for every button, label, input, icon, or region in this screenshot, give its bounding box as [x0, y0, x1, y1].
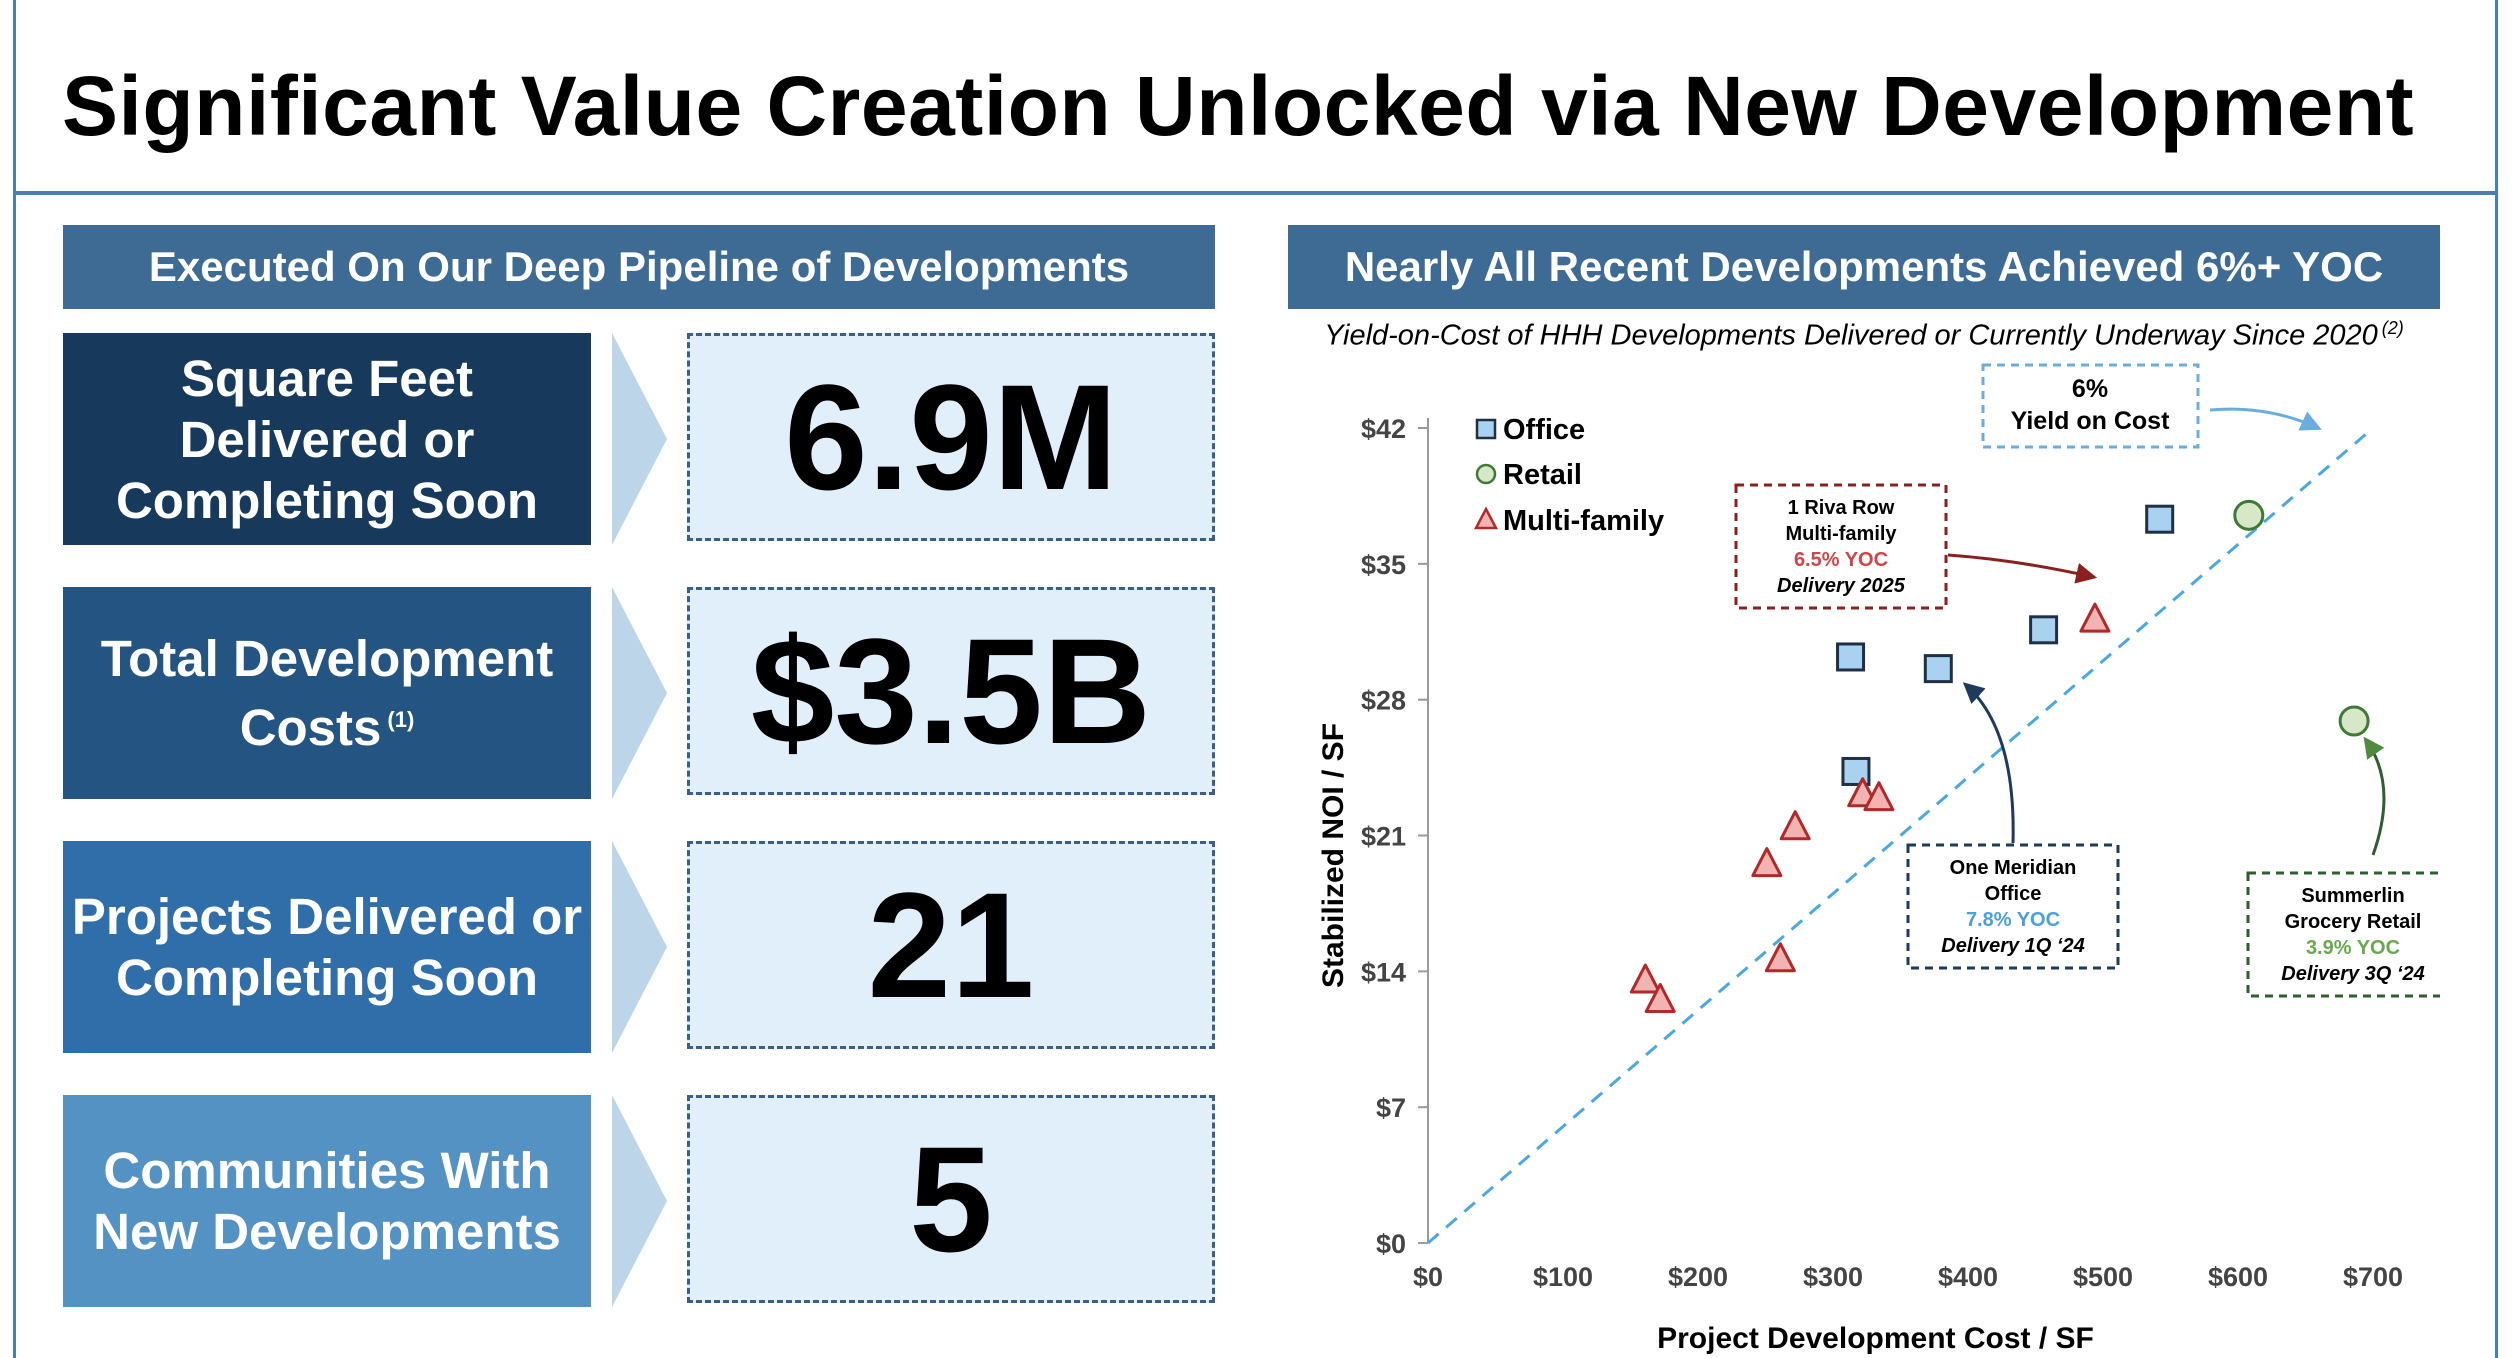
stat-value-communities: 5 [687, 1095, 1215, 1303]
annotation-yoc: 3.9% YOC [2306, 937, 2400, 959]
y-tick-label: $42 [1361, 414, 1406, 444]
multifamily-point [1751, 847, 1783, 878]
y-tick-label: $7 [1376, 1093, 1406, 1123]
office-point [1923, 654, 1953, 684]
multifamily-point [1764, 942, 1796, 973]
x-tick-label: $400 [1938, 1262, 1998, 1292]
yoc-reference-line [1427, 426, 2374, 1245]
legend-label: Retail [1503, 459, 1582, 491]
stat-label-projects: Projects Delivered or Completing Soon [63, 841, 591, 1053]
annotation-delivery: Delivery 2025 [1777, 575, 1906, 597]
retail-point [2338, 705, 2370, 737]
stat-label-square-feet: Square Feet Delivered or Completing Soon [63, 333, 591, 545]
office-point [2145, 504, 2175, 534]
annotation-box [1734, 483, 1948, 610]
annotation-subtitle: Office [1985, 883, 2042, 905]
annotation-title: Summerlin [2301, 885, 2404, 907]
legend-label: Office [1503, 414, 1585, 446]
x-tick-label: $500 [2073, 1262, 2133, 1292]
x-tick-label: $100 [1533, 1262, 1593, 1292]
multifamily-point [2079, 602, 2111, 633]
yoc-scatter-chart: $0 $7 $14 $21 $28 $35 $42 $0 $100 $200 $300 $400 $50… [1317, 363, 2440, 1355]
retail-point [2233, 499, 2265, 531]
multifamily-point [1779, 810, 1811, 841]
chevron-arrow-icon [612, 333, 667, 545]
legend-multifamily-icon [1473, 506, 1499, 530]
annotation-title: 1 Riva Row [1788, 497, 1895, 519]
stat-value-development-costs: $3.5B [687, 587, 1215, 795]
stat-value-projects: 21 [687, 841, 1215, 1049]
annotation-arrow [2363, 736, 2386, 856]
office-point [2029, 615, 2059, 645]
annotation-yoc: 7.8% YOC [1966, 909, 2060, 931]
y-axis-label: Stabilized NOI / SF [1317, 723, 1350, 988]
x-tick-label: $200 [1668, 1262, 1728, 1292]
footnote-marker: (1) [387, 707, 415, 732]
annotation-yoc: 6.5% YOC [1794, 549, 1888, 571]
right-frame-line [2495, 0, 2498, 1358]
annotation-subtitle: Multi-family [1785, 523, 1897, 545]
legend-retail-icon [1475, 463, 1497, 485]
annotation-delivery: Delivery 3Q ‘24 [2281, 963, 2424, 985]
annotation-title: One Meridian [1950, 857, 2077, 879]
yoc-label-arrow [2209, 407, 2322, 431]
pipeline-header: Executed On Our Deep Pipeline of Develop… [63, 225, 1215, 309]
annotation-arrow [1947, 553, 2098, 584]
yoc-label-box [1981, 363, 2200, 449]
annotation-subtitle: Grocery Retail [2285, 911, 2422, 933]
multifamily-point [1644, 982, 1676, 1013]
legend-label: Multi-family [1503, 505, 1664, 537]
x-tick-label: $0 [1413, 1262, 1443, 1292]
yoc-header: Nearly All Recent Developments Achieved … [1288, 225, 2440, 309]
chart-subtitle: Yield-on-Cost of HHH Developments Delive… [1324, 318, 2404, 352]
x-axis-label: Project Development Cost / SF [1657, 1322, 2094, 1355]
office-point [1836, 642, 1866, 672]
stat-label-development-costs: Total Development Costs (1) [63, 587, 591, 799]
y-tick-label: $14 [1361, 957, 1406, 987]
chevron-arrow-icon [612, 841, 667, 1053]
annotation-arrow [1962, 682, 2015, 844]
x-tick-label: $300 [1803, 1262, 1863, 1292]
yoc-label-line1: 6% [2072, 375, 2108, 403]
x-tick-label: $600 [2208, 1262, 2268, 1292]
chevron-arrow-icon [612, 1095, 667, 1307]
multifamily-point [1629, 963, 1661, 994]
annotation-delivery: Delivery 1Q ‘24 [1941, 935, 2084, 957]
yoc-label-line2: Yield on Cost [2011, 407, 2170, 435]
x-tick-label: $700 [2343, 1262, 2403, 1292]
page-title: Significant Value Creation Unlocked via … [62, 59, 2415, 153]
stat-label-communities: Communities With New Developments [63, 1095, 591, 1307]
y-tick-label: $28 [1361, 686, 1406, 716]
legend-office-icon [1475, 418, 1497, 440]
annotation-box [1906, 843, 2120, 970]
chevron-arrow-icon [612, 587, 667, 799]
y-tick-label: $21 [1361, 822, 1406, 852]
y-tick-label: $35 [1361, 550, 1406, 580]
y-tick-label: $0 [1376, 1229, 1406, 1259]
left-frame-line [13, 0, 16, 1358]
title-divider [13, 191, 2498, 195]
annotation-box [2246, 871, 2440, 998]
multifamily-point [1863, 781, 1895, 812]
stat-value-square-feet: 6.9M [687, 333, 1215, 541]
